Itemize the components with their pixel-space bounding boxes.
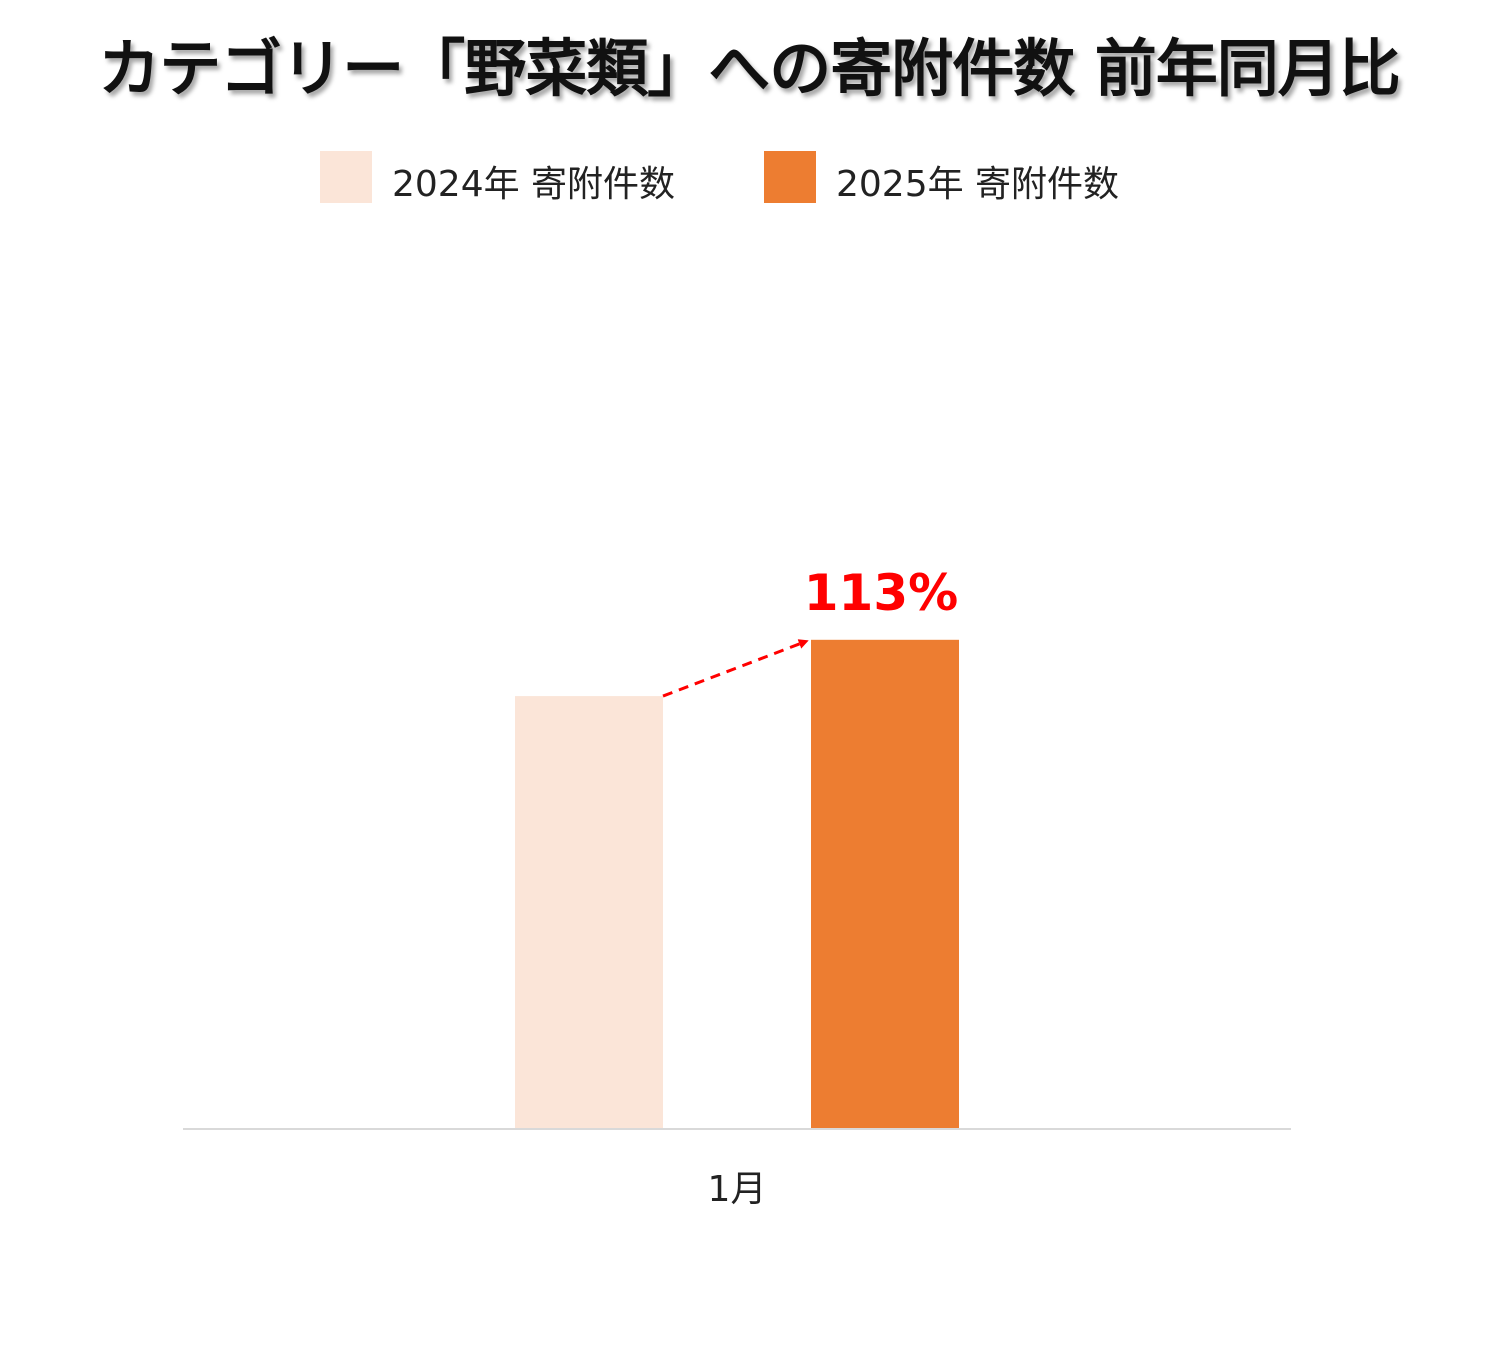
legend-swatch-2025 xyxy=(764,151,816,203)
x-tick-label: 1月 xyxy=(708,1169,767,1210)
chart-title: カテゴリー「野菜類」への寄附件数 前年同月比 xyxy=(98,32,1401,105)
legend: 2024年 寄附件数 2025年 寄附件数 xyxy=(0,151,1498,205)
bar-2024-0 xyxy=(515,696,663,1129)
legend-label-2024: 2024年 寄附件数 xyxy=(392,164,676,205)
growth-percentage-label: 113% xyxy=(804,564,958,622)
legend-label-2025: 2025年 寄附件数 xyxy=(836,164,1120,205)
growth-arrow xyxy=(662,639,809,698)
bar-2025-0 xyxy=(811,639,959,1129)
legend-swatch-2024 xyxy=(320,151,372,203)
